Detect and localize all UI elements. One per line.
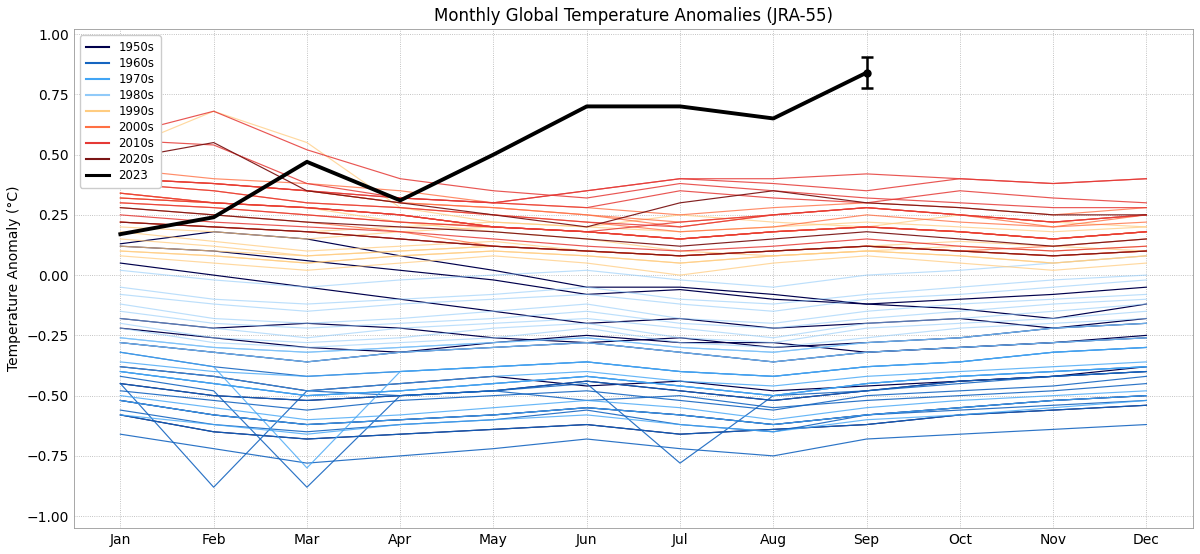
Title: Monthly Global Temperature Anomalies (JRA-55): Monthly Global Temperature Anomalies (JR… [434, 7, 833, 25]
Y-axis label: Temperature Anomaly (°C): Temperature Anomaly (°C) [7, 186, 20, 372]
Legend: 1950s, 1960s, 1970s, 1980s, 1990s, 2000s, 2010s, 2020s, 2023: 1950s, 1960s, 1970s, 1980s, 1990s, 2000s… [79, 35, 161, 188]
